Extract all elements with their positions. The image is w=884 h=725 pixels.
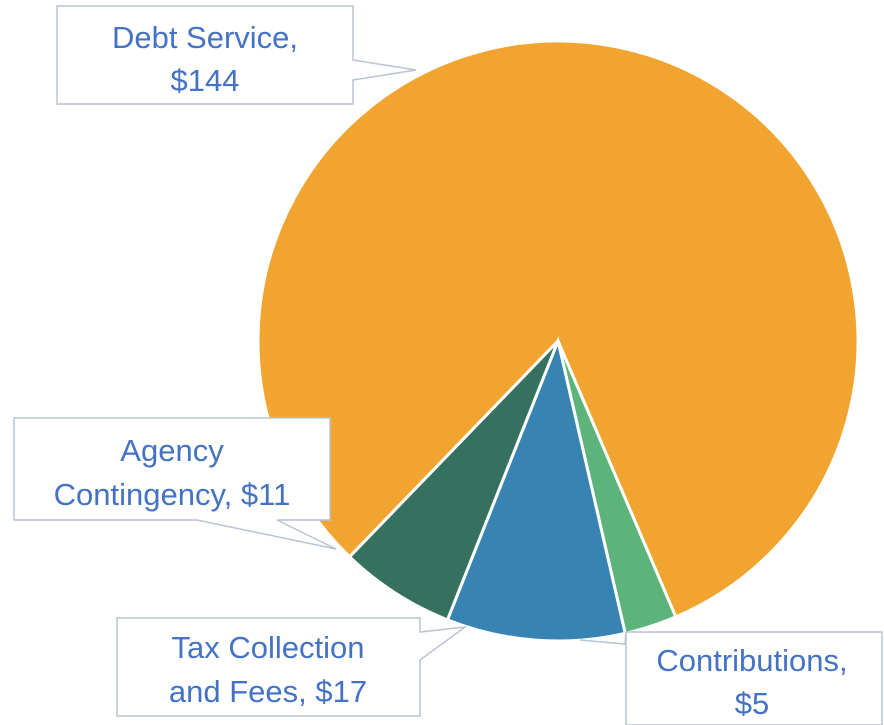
slice-label-debt-service-line1: Debt Service, bbox=[112, 20, 298, 55]
pie-slice-agency-contingency bbox=[347, 339, 560, 622]
callout-box-tax-collection bbox=[116, 617, 468, 717]
callout-box-debt-service bbox=[56, 5, 417, 105]
pie-slice-debt-service bbox=[256, 39, 860, 619]
slice-label-agency-contingency-line1: Agency bbox=[120, 433, 224, 468]
callout-debt-service: Debt Service, $144 bbox=[56, 5, 417, 105]
pie-slice-tax-collection bbox=[445, 335, 628, 643]
slice-label-contributions-line1: Contributions, bbox=[656, 643, 847, 678]
slice-label-tax-collection-line2: and Fees, $17 bbox=[169, 674, 367, 709]
slice-label-tax-collection-line1: Tax Collection bbox=[172, 630, 365, 665]
callout-contributions: Contributions, $5 bbox=[579, 631, 883, 725]
slice-label-contributions-line2: $5 bbox=[735, 686, 769, 721]
callout-box-contributions bbox=[625, 631, 883, 725]
slice-label-agency-contingency-line2: Contingency, $11 bbox=[54, 477, 291, 512]
callout-box-agency-contingency bbox=[13, 417, 337, 550]
callout-agency-contingency: Agency Contingency, $11 bbox=[13, 417, 337, 550]
callout-tax-collection: Tax Collection and Fees, $17 bbox=[116, 617, 468, 717]
slice-label-debt-service-line2: $144 bbox=[171, 63, 240, 98]
pie-slices bbox=[256, 39, 860, 643]
